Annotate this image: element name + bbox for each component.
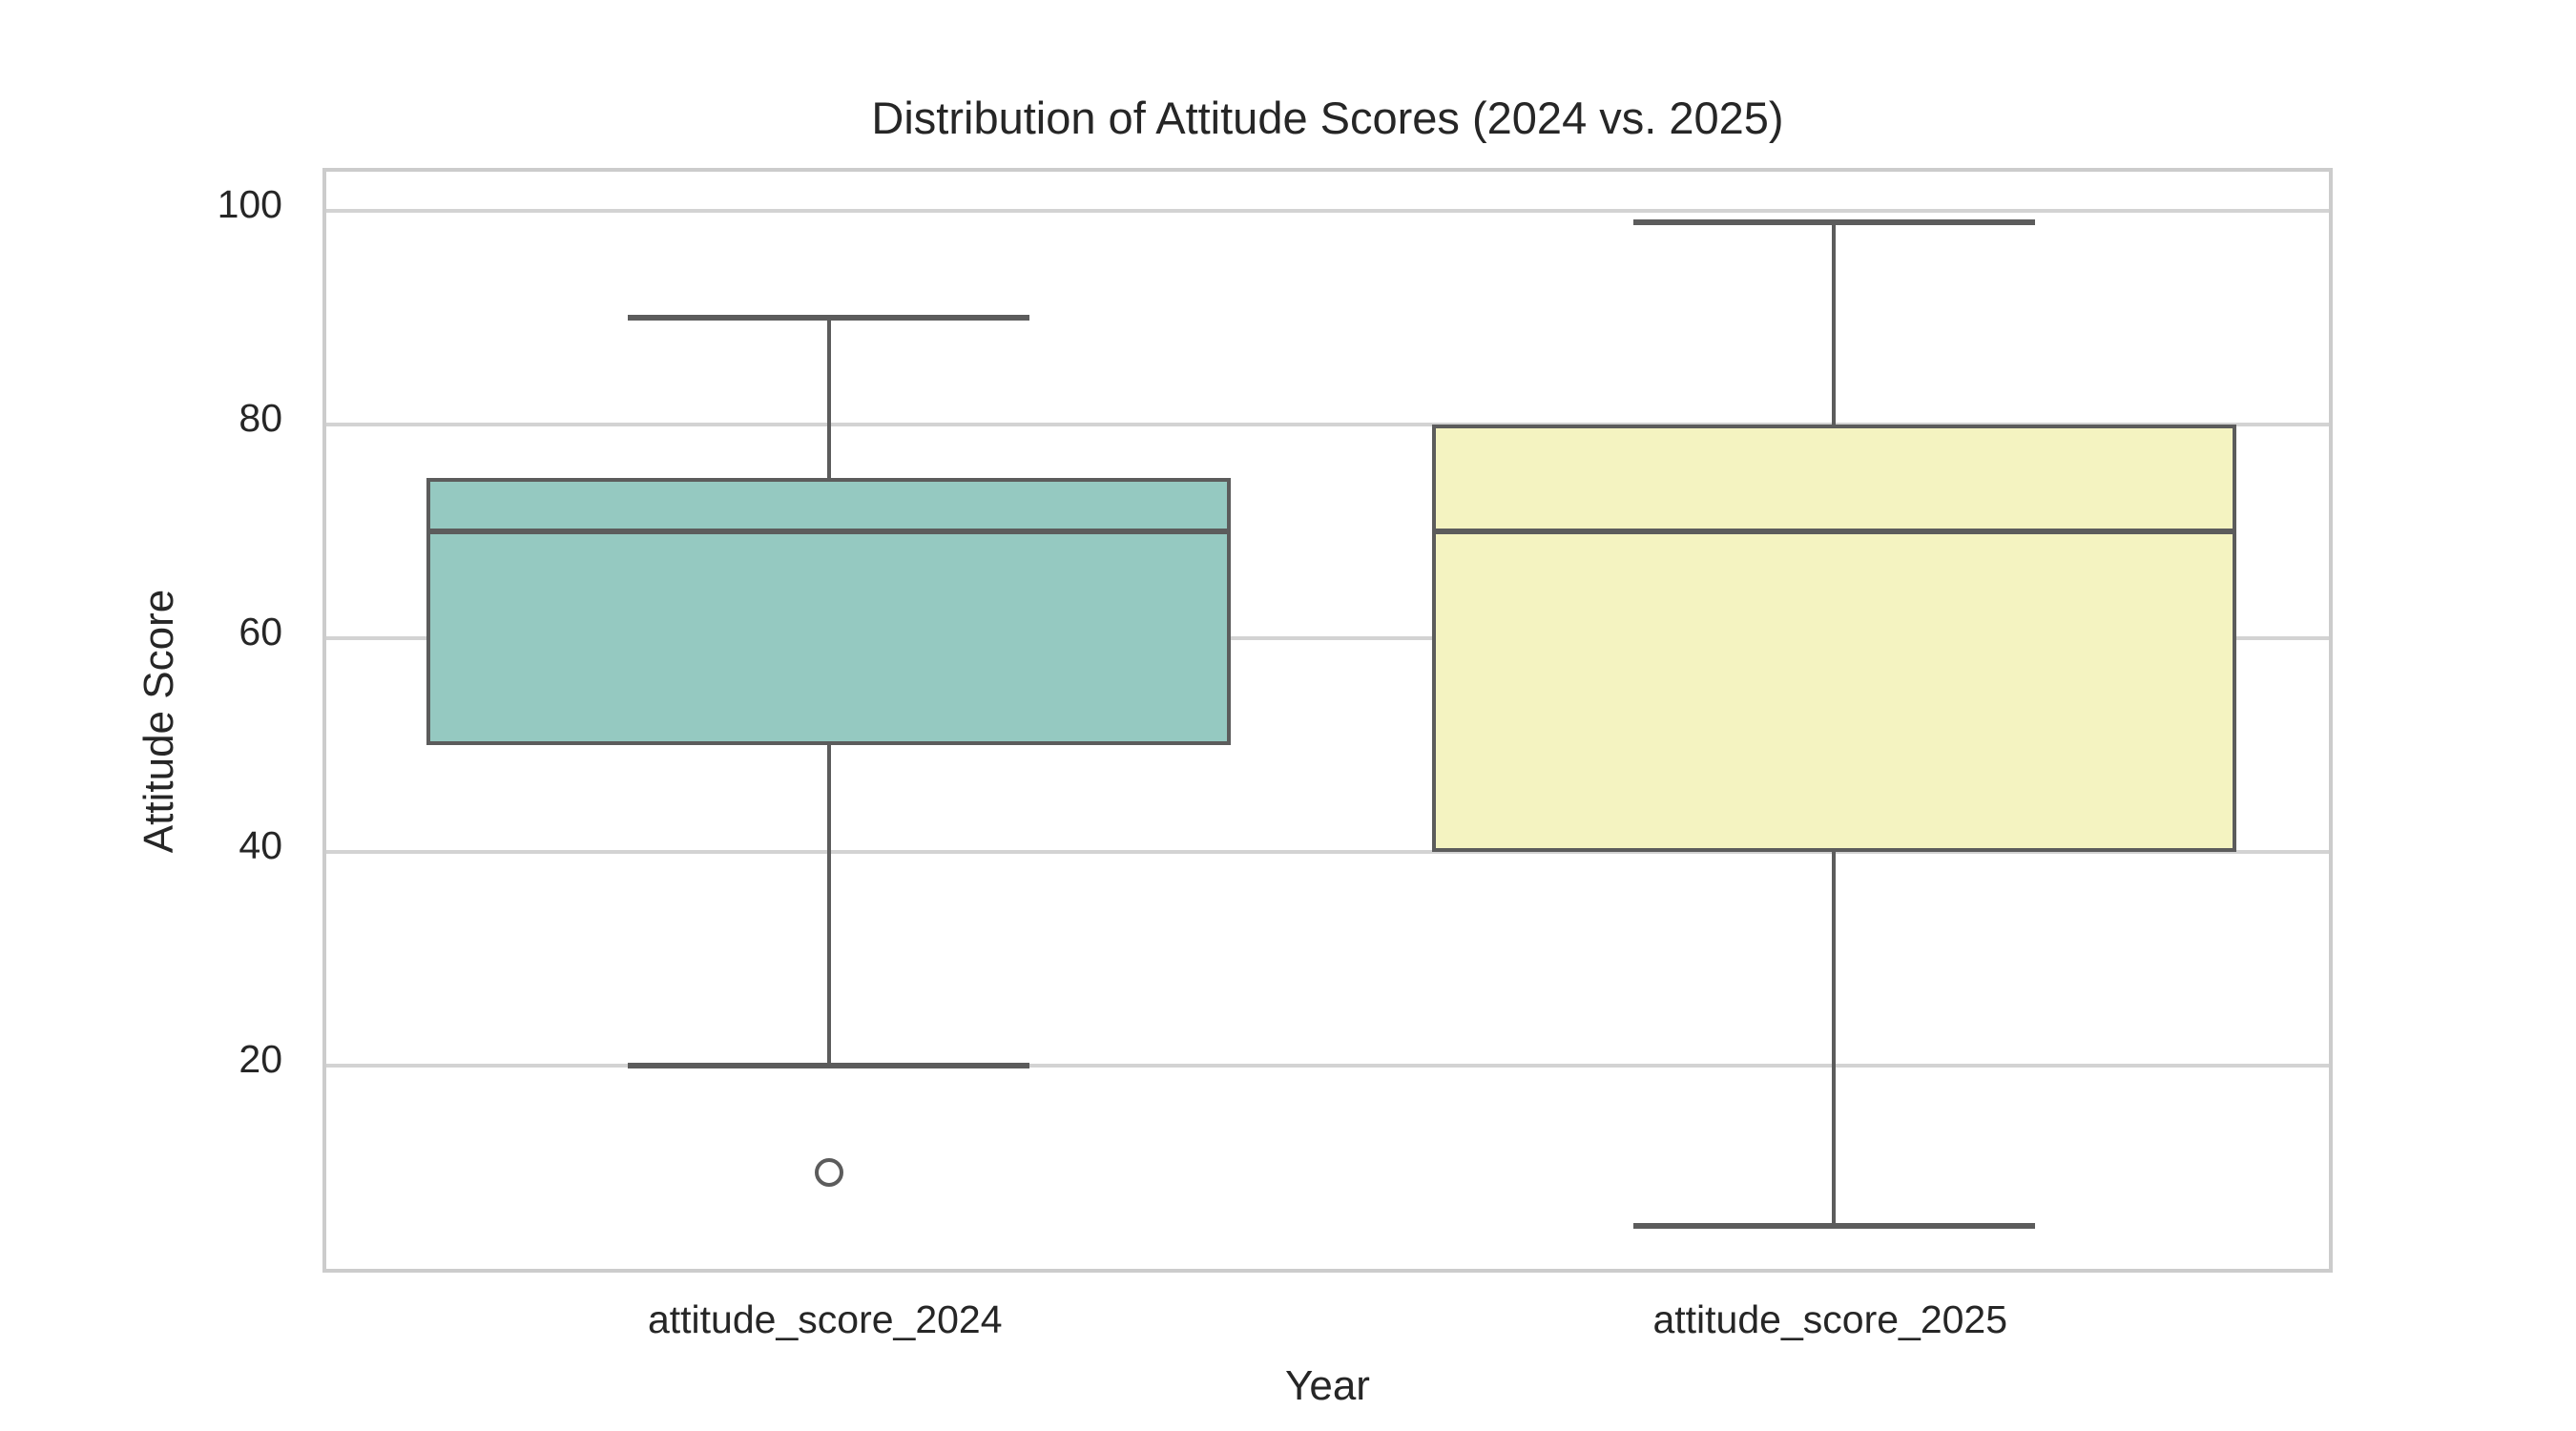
box-attitude_score_2024 (426, 478, 1232, 746)
y-gridline-40 (326, 850, 2329, 855)
median-line-attitude_score_2024 (426, 529, 1232, 535)
whisker-cap-top (628, 315, 1030, 321)
y-gridline-100 (326, 209, 2329, 214)
x-axis-title: Year (1285, 1362, 1370, 1409)
whisker-upper (826, 318, 831, 479)
whisker-lower (1832, 852, 1837, 1227)
box-attitude_score_2025 (1431, 425, 2236, 853)
median-line-attitude_score_2025 (1431, 529, 2236, 535)
y-tick-label-40: 40 (239, 823, 282, 868)
whisker-cap-bottom (628, 1063, 1030, 1069)
y-tick-label-20: 20 (239, 1037, 282, 1082)
y-tick-label-100: 100 (217, 182, 282, 227)
y-axis-title: Attitude Score (135, 589, 182, 854)
y-gridline-20 (326, 1064, 2329, 1068)
whisker-cap-top (1632, 218, 2035, 225)
chart-title: Distribution of Attitude Scores (2024 vs… (871, 93, 1784, 143)
outlier-point (814, 1158, 843, 1188)
whisker-upper (1832, 221, 1837, 425)
whisker-cap-bottom (1632, 1223, 2035, 1230)
y-tick-label-80: 80 (239, 396, 282, 441)
x-tick-label-attitude_score_2025: attitude_score_2025 (1652, 1297, 2008, 1341)
y-gridline-60 (326, 636, 2329, 641)
whisker-lower (826, 745, 831, 1067)
x-tick-label-attitude_score_2024: attitude_score_2024 (647, 1297, 1003, 1341)
y-tick-label-60: 60 (239, 610, 282, 654)
plot-area (322, 168, 2333, 1273)
y-gridline-80 (326, 423, 2329, 427)
